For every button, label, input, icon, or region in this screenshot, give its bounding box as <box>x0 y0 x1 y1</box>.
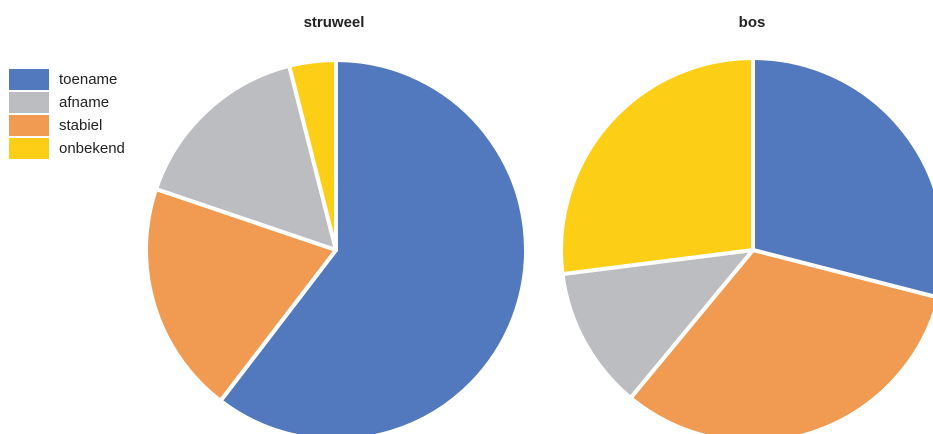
legend-label: toename <box>59 71 118 88</box>
legend-item-onbekend: onbekend <box>9 137 125 160</box>
slice-struweel-onbekend <box>287 58 338 252</box>
legend-item-afname: afname <box>9 91 125 114</box>
legend-label: stabiel <box>59 117 103 134</box>
legend-label: afname <box>59 94 110 111</box>
legend-label: onbekend <box>59 140 125 157</box>
pie-struweel <box>144 58 528 434</box>
pie-bos <box>559 56 933 434</box>
legend-swatch-stabiel <box>9 115 49 136</box>
slice-bos-onbekend <box>559 56 755 277</box>
legend-swatch-toename <box>9 69 49 90</box>
legend-item-stabiel: stabiel <box>9 114 125 137</box>
slice-bos-afname <box>560 248 755 400</box>
legend-item-toename: toename <box>9 68 125 91</box>
legend-swatch-onbekend <box>9 138 49 159</box>
chart-title-struweel: struweel <box>303 14 365 31</box>
slice-bos-toename <box>751 56 933 299</box>
slice-struweel-toename <box>218 58 528 434</box>
legend-swatch-afname <box>9 92 49 113</box>
slice-struweel-stabiel <box>144 187 338 403</box>
legend: toename afname stabiel onbekend <box>9 68 125 160</box>
chart-title-bos: bos <box>738 14 766 31</box>
slice-bos-stabiel <box>628 248 933 434</box>
slice-struweel-afname <box>154 63 338 252</box>
